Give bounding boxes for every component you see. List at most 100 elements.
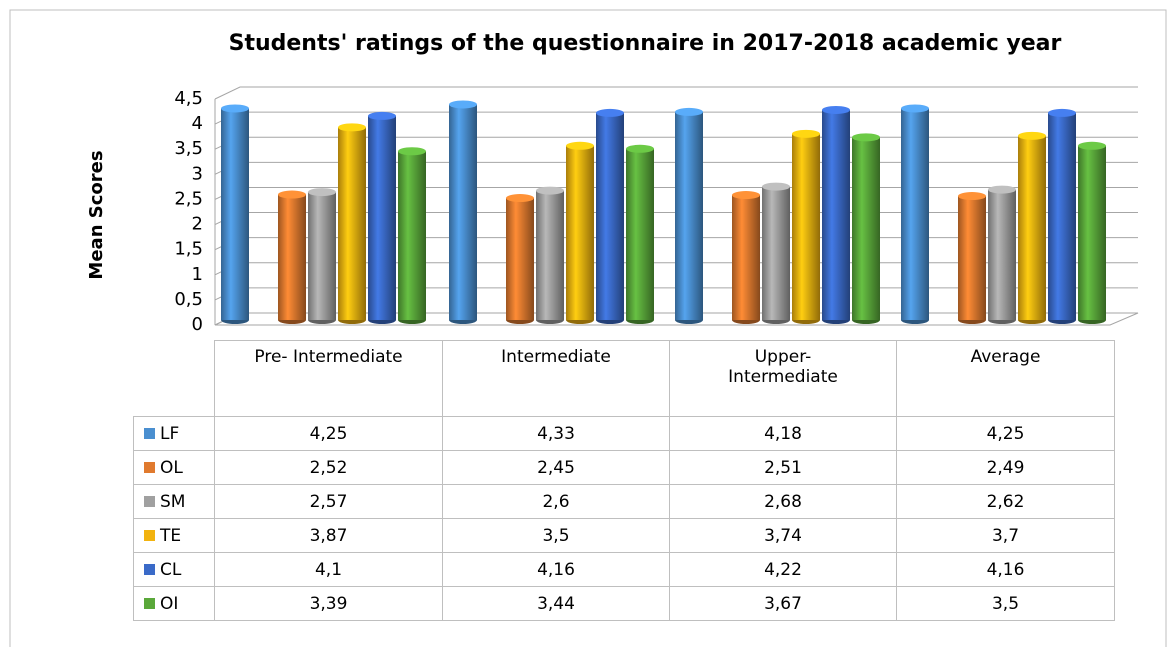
value-label: 4,25: [896, 416, 1115, 451]
y-tick-label: 2,5: [174, 188, 203, 209]
series-row: TE 3,87 3,5 3,74 3,7: [133, 518, 1115, 553]
bar-top: [792, 129, 820, 138]
bar: [822, 105, 850, 324]
chart-title: Students' ratings of the questionnaire i…: [229, 31, 1062, 56]
series-row: LF 4,25 4,33 4,18 4,25: [133, 416, 1115, 451]
series-row: OL 2,52 2,45 2,51 2,49: [133, 450, 1115, 485]
value-label: 4,16: [442, 552, 670, 587]
y-tick-label: 3,5: [174, 138, 203, 159]
bar: [1018, 131, 1046, 324]
bar: [398, 147, 426, 324]
y-tick-label: 4: [192, 113, 203, 134]
bar: [901, 104, 929, 324]
category-label: Pre- Intermediate: [214, 340, 443, 417]
y-tick-label: 2: [192, 214, 203, 235]
value-label: 3,39: [214, 586, 443, 621]
value-label: 3,67: [669, 586, 897, 621]
bar-top: [988, 185, 1016, 194]
legend-cell: OI: [133, 586, 215, 621]
legend-label: CL: [160, 559, 182, 580]
bar: [958, 192, 986, 324]
header-row: Pre- Intermediate Intermediate Upper- Inte…: [133, 340, 1115, 417]
grid-line: [214, 86, 1138, 100]
bar-body: [506, 198, 534, 320]
bar: [338, 123, 366, 324]
bar-top: [536, 186, 564, 195]
series-row: CL 4,1 4,16 4,22 4,16: [133, 552, 1115, 587]
value-label: 2,45: [442, 450, 670, 485]
bar-body: [1048, 112, 1076, 321]
y-tick-label: 4,5: [174, 88, 203, 109]
bar-top: [596, 108, 624, 117]
legend-cell: SM: [133, 484, 215, 519]
corner-cell: [133, 340, 215, 417]
bar-top: [398, 147, 426, 156]
bar: [596, 108, 624, 324]
bar-body: [626, 148, 654, 320]
legend-cell: TE: [133, 518, 215, 553]
data-table: Pre- Intermediate Intermediate Upper- Inte…: [133, 340, 1115, 621]
bar-top: [901, 104, 929, 113]
value-label: 3,5: [896, 586, 1115, 621]
bar-body: [536, 190, 564, 320]
bar-body: [675, 111, 703, 320]
bar: [675, 107, 703, 324]
y-tick-label: 3: [192, 163, 203, 184]
bar-top: [762, 182, 790, 191]
chart-border: [9, 9, 1167, 647]
bar-top: [822, 105, 850, 114]
legend-label: LF: [160, 423, 180, 444]
bar: [762, 182, 790, 324]
legend-swatch: [144, 461, 155, 473]
value-label: 2,57: [214, 484, 443, 519]
legend-swatch: [144, 427, 155, 439]
series-row: OI 3,39 3,44 3,67 3,5: [133, 586, 1115, 621]
bar-body: [398, 151, 426, 320]
bar-top: [338, 123, 366, 132]
bar: [449, 100, 477, 324]
bar-body: [308, 192, 336, 320]
category-label: Average: [896, 340, 1115, 417]
bar-body: [988, 189, 1016, 320]
legend-label: OL: [160, 457, 183, 478]
bar: [792, 129, 820, 324]
bar: [1048, 108, 1076, 324]
legend-cell: CL: [133, 552, 215, 587]
legend-swatch: [144, 597, 155, 609]
value-label: 3,7: [896, 518, 1115, 553]
bar: [1078, 141, 1106, 324]
category-label: Intermediate: [442, 340, 670, 417]
bar: [506, 194, 534, 324]
value-label: 2,68: [669, 484, 897, 519]
legend-label: TE: [160, 525, 182, 546]
bar-body: [1078, 145, 1106, 320]
bar: [221, 104, 249, 324]
bar: [732, 191, 760, 324]
bar-body: [566, 145, 594, 320]
value-label: 4,22: [669, 552, 897, 587]
bar-top: [221, 104, 249, 113]
category-label: Upper- Intermediate: [669, 340, 897, 417]
bar-body: [762, 186, 790, 320]
bar-top: [626, 144, 654, 153]
bar: [626, 144, 654, 324]
value-label: 2,6: [442, 484, 670, 519]
bar-body: [338, 127, 366, 320]
legend-cell: OL: [133, 450, 215, 485]
legend-label: OI: [160, 593, 179, 614]
value-label: 4,33: [442, 416, 670, 451]
value-label: 3,74: [669, 518, 897, 553]
y-tick-label: 1,5: [174, 239, 203, 260]
legend-swatch: [144, 495, 155, 507]
bar-body: [278, 194, 306, 320]
bar-top: [1048, 108, 1076, 117]
value-label: 3,44: [442, 586, 670, 621]
bar-body: [221, 108, 249, 320]
y-axis-title: Mean Scores: [86, 150, 107, 279]
bar-top: [732, 191, 760, 200]
value-label: 2,52: [214, 450, 443, 485]
legend-label: SM: [160, 491, 186, 512]
legend-swatch: [144, 529, 155, 541]
value-label: 2,51: [669, 450, 897, 485]
